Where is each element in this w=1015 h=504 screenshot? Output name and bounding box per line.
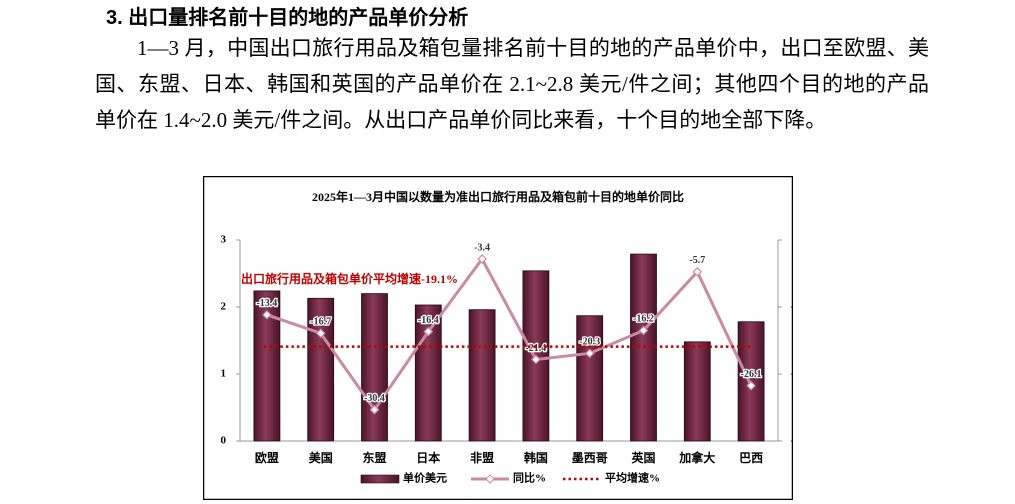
x-tick-label: 美国 xyxy=(309,450,333,465)
chart: 2025年1—3月中国以数量为准出口旅行用品及箱包前十目的地单价同比 01230… xyxy=(203,176,793,500)
x-tick-label: 东盟 xyxy=(362,450,386,465)
legend-swatch xyxy=(360,474,400,484)
y-tick-label: 0 xyxy=(221,435,227,447)
y2-tick-label: -36 xyxy=(791,435,793,447)
y-tick-label: 1 xyxy=(221,368,227,380)
legend-label: 同比% xyxy=(513,471,546,485)
paragraph: 1—3 月，中国出口旅行用品及箱包量排名前十目的地的产品单价中，出口至欧盟、美国… xyxy=(95,36,929,132)
x-tick-label: 韩国 xyxy=(524,450,548,465)
chart-frame xyxy=(203,176,793,500)
data-label: -3.4 xyxy=(474,242,490,253)
line-marker xyxy=(531,354,541,365)
y2-tick-label: -24 xyxy=(791,368,793,380)
x-tick-label: 墨西哥 xyxy=(572,451,608,465)
data-label: -26.1 xyxy=(741,369,762,380)
bar xyxy=(468,309,496,442)
line-marker xyxy=(477,254,487,264)
data-label: -21.4 xyxy=(525,343,546,354)
legend-swatch xyxy=(485,474,495,484)
bar xyxy=(576,315,604,442)
data-label: -16.2 xyxy=(633,314,654,325)
line xyxy=(266,256,753,413)
line-marker xyxy=(369,404,380,415)
line-marker xyxy=(315,328,326,339)
legend-label: 单价美元 xyxy=(403,471,447,485)
chart-title: 2025年1—3月中国以数量为准出口旅行用品及箱包前十目的地单价同比 xyxy=(312,189,684,204)
line-marker xyxy=(423,326,434,337)
x-tick-label: 巴西 xyxy=(739,451,763,465)
y-tick-label: 3 xyxy=(221,234,227,246)
x-tick-label: 英国 xyxy=(631,450,655,465)
y2-tick-label: -12 xyxy=(791,301,793,313)
line-marker xyxy=(746,380,756,391)
data-label: -16.7 xyxy=(310,317,331,328)
data-label: -16.4 xyxy=(418,315,439,326)
line-marker xyxy=(692,266,703,277)
data-label: -13.4 xyxy=(256,298,277,309)
line-marker xyxy=(262,309,272,320)
legend-label: 平均增速% xyxy=(605,471,660,485)
y-tick-label: 2 xyxy=(221,301,227,313)
bar xyxy=(307,297,335,442)
section-heading: 3. 出口量排名前十目的地的产品单价分析 xyxy=(106,7,469,29)
bar xyxy=(361,293,388,442)
line-marker xyxy=(638,325,649,336)
x-tick-label: 日本 xyxy=(416,450,440,465)
average-annotation: 出口旅行用品及箱包单价平均增速-19.1% xyxy=(241,271,458,286)
bar xyxy=(683,341,711,442)
bar xyxy=(737,321,765,442)
x-tick-label: 加拿大 xyxy=(678,450,715,465)
x-tick-label: 欧盟 xyxy=(255,450,279,465)
line-marker xyxy=(584,348,595,359)
x-tick-label: 非盟 xyxy=(470,450,494,465)
data-label: -30.4 xyxy=(364,393,385,404)
data-label: -5.7 xyxy=(689,255,705,266)
